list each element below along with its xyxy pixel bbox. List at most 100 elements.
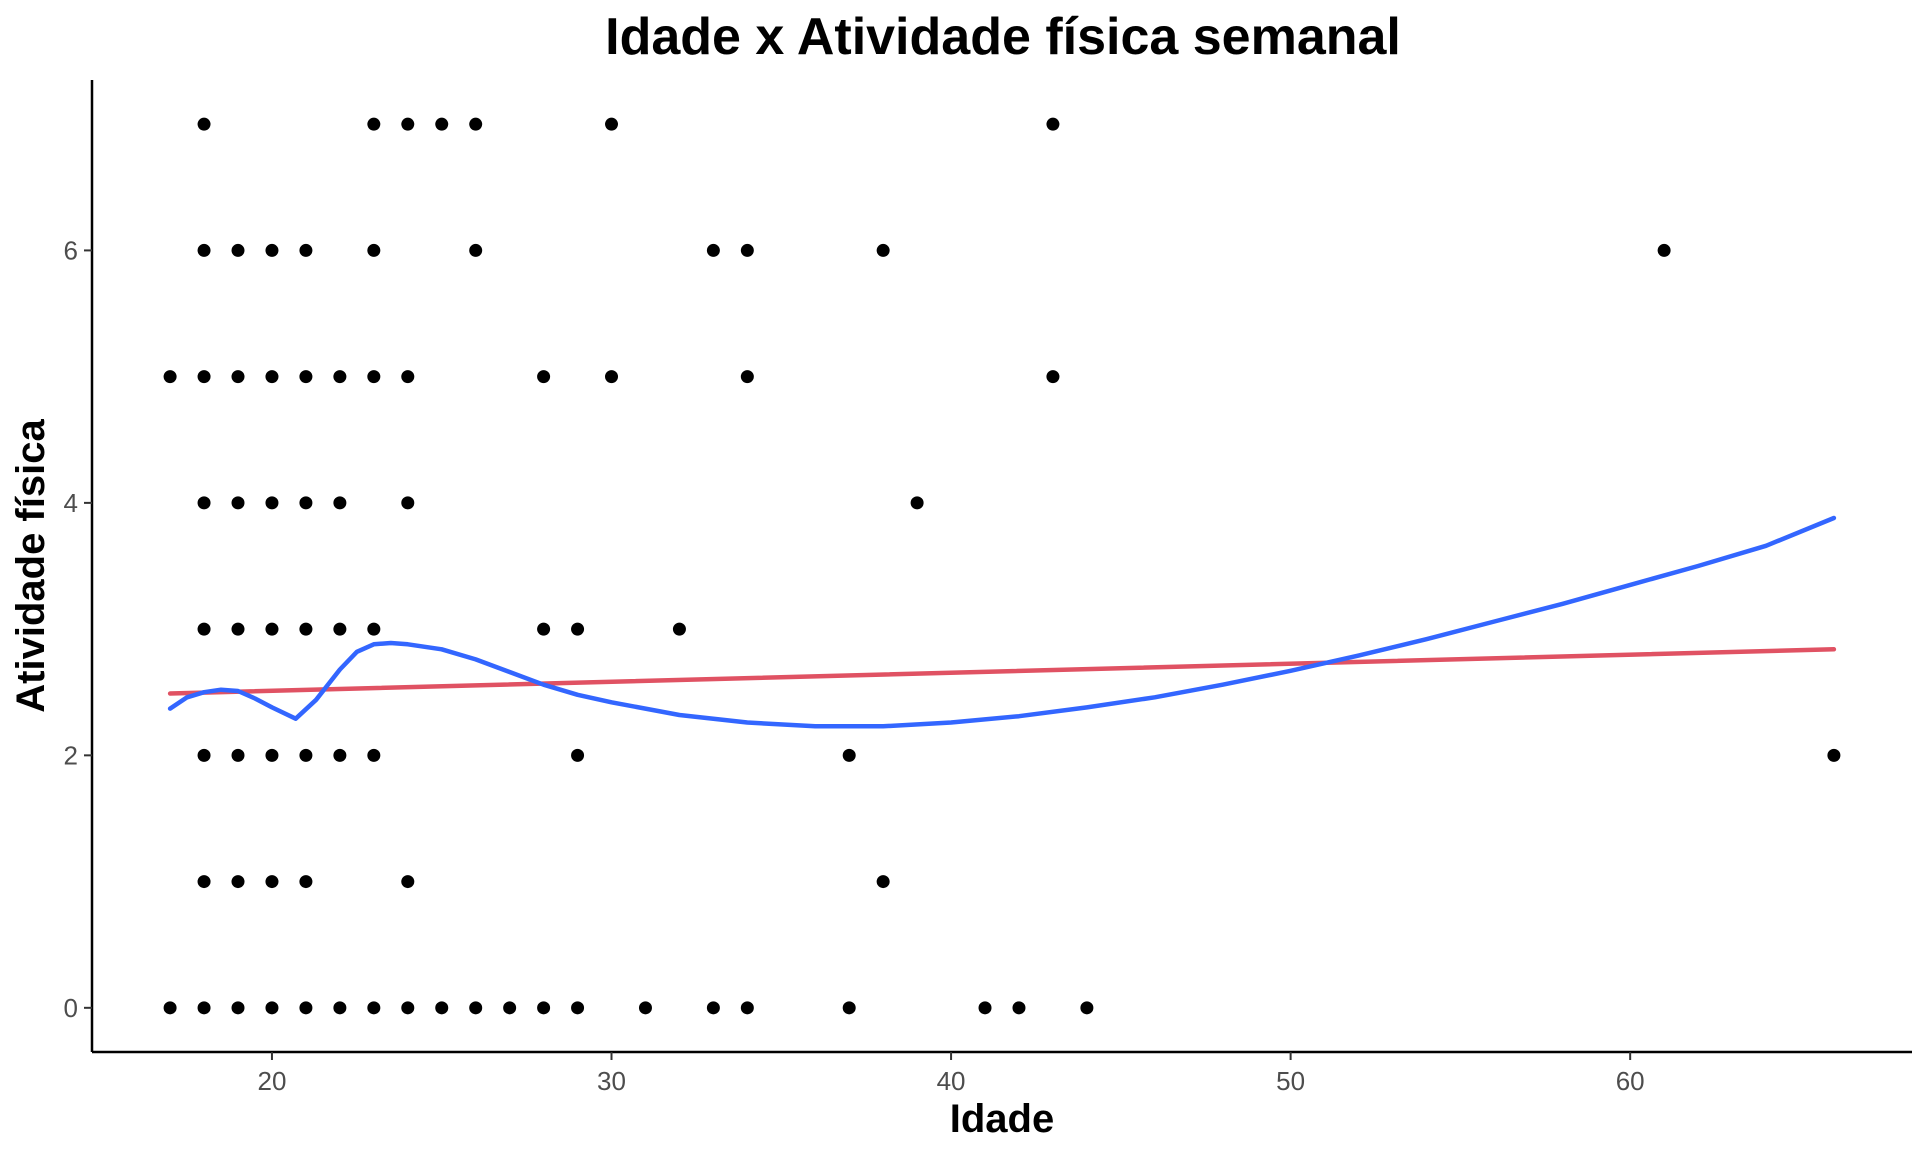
data-point-79 [1080,1001,1094,1015]
data-point-20 [265,370,279,384]
fit-lines [167,515,1837,729]
data-point-60 [163,1001,177,1015]
data-point-22 [333,370,347,384]
data-point-73 [638,1001,652,1015]
data-point-2 [401,117,415,131]
data-point-43 [571,622,585,636]
data-point-67 [401,1001,415,1015]
data-point-9 [265,243,279,257]
x-tick-label: 20 [258,1066,287,1096]
data-point-30 [231,496,245,510]
data-point-28 [1046,370,1060,384]
y-axis-title: Atividade física [9,419,53,713]
data-point-75 [740,1001,754,1015]
data-point-66 [367,1001,381,1015]
data-point-44 [672,622,686,636]
data-point-53 [1827,748,1841,762]
data-point-39 [299,622,313,636]
data-point-40 [333,622,347,636]
data-point-63 [265,1001,279,1015]
data-point-26 [605,370,619,384]
data-point-38 [265,622,279,636]
data-point-37 [231,622,245,636]
data-point-41 [367,622,381,636]
data-point-51 [571,748,585,762]
data-point-42 [537,622,551,636]
x-tick-label: 30 [597,1066,626,1096]
chart-title: Idade x Atividade física semanal [605,8,1401,66]
data-point-62 [231,1001,245,1015]
data-point-71 [537,1001,551,1015]
data-point-0 [197,117,211,131]
data-point-74 [706,1001,720,1015]
data-point-61 [197,1001,211,1015]
x-axis-ticks: 20 30 40 50 60 [258,1052,1645,1096]
linear-fit-line [167,647,1837,696]
y-tick-label: 4 [64,488,78,518]
data-point-17 [163,370,177,384]
data-point-48 [299,748,313,762]
data-points [163,117,1841,1015]
y-tick-label: 2 [64,740,78,770]
data-point-49 [333,748,347,762]
data-point-72 [571,1001,585,1015]
data-point-33 [333,496,347,510]
data-point-47 [265,748,279,762]
data-point-36 [197,622,211,636]
data-point-11 [367,243,381,257]
data-point-55 [231,875,245,889]
y-axis-ticks: 0 2 4 6 [64,235,92,1023]
data-point-54 [197,875,211,889]
data-point-10 [299,243,313,257]
data-point-25 [537,370,551,384]
y-tick-label: 6 [64,235,78,265]
data-point-68 [435,1001,449,1015]
data-point-29 [197,496,211,510]
data-point-70 [503,1001,517,1015]
smooth-fit-line [167,515,1837,729]
data-point-77 [978,1001,992,1015]
data-point-65 [333,1001,347,1015]
x-axis-title: Idade [950,1097,1054,1141]
data-point-50 [367,748,381,762]
data-point-34 [401,496,415,510]
x-tick-label: 60 [1616,1066,1645,1096]
data-point-64 [299,1001,313,1015]
data-point-69 [469,1001,483,1015]
data-point-12 [469,243,483,257]
data-point-1 [367,117,381,131]
data-point-23 [367,370,381,384]
x-tick-label: 50 [1276,1066,1305,1096]
data-point-35 [910,496,924,510]
data-point-45 [197,748,211,762]
data-point-4 [469,117,483,131]
data-point-57 [299,875,313,889]
data-point-27 [740,370,754,384]
data-point-58 [401,875,415,889]
data-point-24 [401,370,415,384]
data-point-13 [706,243,720,257]
x-tick-label: 40 [937,1066,966,1096]
data-point-14 [740,243,754,257]
data-point-21 [299,370,313,384]
plot-area: 20 30 40 50 60 0 2 4 6 [64,80,1912,1096]
data-point-6 [1046,117,1060,131]
data-point-76 [842,1001,856,1015]
data-point-46 [231,748,245,762]
data-point-19 [231,370,245,384]
data-point-78 [1012,1001,1026,1015]
data-point-5 [605,117,619,131]
data-point-7 [197,243,211,257]
data-point-31 [265,496,279,510]
data-point-56 [265,875,279,889]
data-point-59 [876,875,890,889]
data-point-3 [435,117,449,131]
y-tick-label: 0 [64,993,78,1023]
data-point-18 [197,370,211,384]
data-point-32 [299,496,313,510]
data-point-15 [876,243,890,257]
data-point-8 [231,243,245,257]
data-point-52 [842,748,856,762]
data-point-16 [1657,243,1671,257]
